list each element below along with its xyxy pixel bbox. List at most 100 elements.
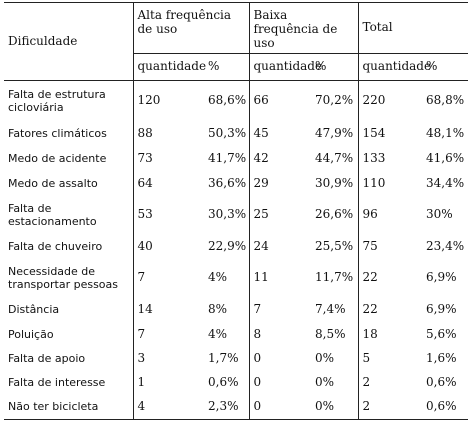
cell-baixa-quantidade: 24	[248, 234, 311, 259]
header-sub-baixa-quantidade: quantidade	[248, 53, 322, 81]
cell-alta-percent: 2,3%	[204, 395, 249, 420]
cell-baixa-quantidade: 0	[248, 371, 311, 395]
header-dificuldade: Dificuldade	[4, 2, 133, 81]
cell-total-quantidade: 22	[357, 259, 422, 297]
cell-alta-percent: 36,6%	[208, 175, 247, 190]
cell-alta-quantidade: 3	[132, 347, 204, 371]
cell-baixa-quantidade: 0	[248, 395, 311, 420]
table-row: Falta de apoio 3 1,7% 0 0% 5 1,6%	[4, 347, 468, 371]
cell-baixa-percent: 70,2%	[315, 93, 354, 108]
table-row: Falta de chuveiro 40 22,9% 24 25,5% 75 2…	[4, 234, 468, 259]
cell-total-percent: 0,6%	[426, 375, 457, 390]
cell-total-percent: 1,6%	[426, 351, 457, 366]
cell-alta-percent: 0,6%	[208, 375, 239, 390]
cell-alta-quantidade: 14	[132, 297, 204, 322]
cell-total-percent: 0,6%	[422, 395, 468, 420]
table-row: Falta de interesse 1 0,6% 0 0% 2 0,6%	[4, 371, 468, 395]
cell-baixa-percent: 30,9%	[315, 175, 354, 190]
cell-baixa-percent: 0%	[315, 375, 335, 390]
cell-total-quantidade: 22	[357, 297, 422, 322]
cell-baixa-percent: 44,7%	[315, 150, 354, 165]
cell-total-quantidade: 5	[357, 347, 422, 371]
cell-baixa-quantidade: 45	[248, 121, 311, 146]
cell-total-quantidade: 154	[357, 121, 422, 146]
table-row: Fatores climáticos 88 50,3% 45 47,9% 154…	[4, 121, 468, 146]
cell-total-quantidade: 2	[357, 371, 422, 395]
cell-alta-percent: 4%	[208, 270, 228, 285]
row-label: Falta de estrutura cicloviária	[8, 87, 106, 114]
difficulty-table: Dificuldade Alta frequência de uso Baixa…	[4, 2, 468, 420]
cell-baixa-quantidade: 66	[248, 80, 311, 121]
cell-alta-quantidade: 53	[132, 196, 204, 234]
header-group-alta: Alta frequência de uso	[132, 2, 249, 54]
header-group-total: Total	[357, 2, 468, 54]
cell-total-quantidade: 18	[357, 322, 422, 347]
table-frame: Dificuldade Alta frequência de uso Baixa…	[4, 2, 468, 434]
cell-alta-percent: 4%	[208, 326, 228, 341]
table-row: Poluição 7 4% 8 8,5% 18 5,6%	[4, 322, 468, 347]
header-sub-alta-percent: %	[204, 53, 249, 81]
cell-total-percent: 23,4%	[426, 238, 465, 253]
row-label: Fatores climáticos	[8, 126, 107, 140]
cell-total-quantidade: 133	[357, 146, 422, 171]
row-label: Distância	[8, 302, 60, 316]
cell-alta-percent: 22,9%	[208, 238, 247, 253]
cell-baixa-quantidade: 42	[248, 146, 311, 171]
cell-alta-quantidade: 120	[132, 80, 204, 121]
header-sub-alta-quantidade: quantidade	[132, 53, 206, 81]
cell-alta-percent: 68,6%	[208, 93, 247, 108]
row-label: Medo de assalto	[8, 176, 98, 190]
cell-baixa-percent: 0%	[315, 351, 335, 366]
cell-total-percent: 48,1%	[426, 125, 465, 140]
cell-baixa-percent: 47,9%	[315, 125, 354, 140]
cell-total-percent: 6,9%	[426, 301, 457, 316]
cell-total-percent: 41,6%	[426, 150, 465, 165]
cell-alta-percent: 8%	[208, 301, 228, 316]
cell-total-quantidade: 220	[357, 80, 422, 121]
cell-total-percent: 6,9%	[426, 270, 457, 285]
cell-alta-percent: 50,3%	[208, 125, 247, 140]
row-label: Necessidade de transportar pessoas	[8, 264, 118, 291]
table-row: Não ter bicicleta 4 2,3% 0 0% 2 0,6%	[4, 395, 468, 420]
row-label: Falta de interesse	[8, 376, 106, 390]
cell-alta-quantidade: 7	[132, 259, 204, 297]
cell-alta-quantidade: 40	[132, 234, 204, 259]
cell-alta-quantidade: 1	[132, 371, 204, 395]
cell-baixa-percent: 25,5%	[315, 238, 354, 253]
header-group-baixa: Baixa frequência de uso	[248, 2, 358, 54]
header-sub-total-quantidade: quantidade	[357, 53, 431, 81]
table-row: Falta de estrutura cicloviária 120 68,6%…	[4, 80, 468, 121]
cell-total-quantidade: 2	[357, 395, 422, 420]
row-label: Falta de chuveiro	[8, 239, 103, 253]
cell-baixa-quantidade: 11	[248, 259, 311, 297]
cell-alta-percent: 1,7%	[208, 351, 239, 366]
cell-total-percent: 5,6%	[426, 326, 457, 341]
cell-total-percent: 34,4%	[426, 175, 465, 190]
cell-total-quantidade: 96	[357, 196, 422, 234]
table-row: Falta de estacionamento 53 30,3% 25 26,6…	[4, 196, 468, 234]
table-row: Necessidade de transportar pessoas 7 4% …	[4, 259, 468, 297]
cell-alta-quantidade: 7	[132, 322, 204, 347]
header-group-row: Dificuldade Alta frequência de uso Baixa…	[4, 2, 468, 81]
cell-baixa-percent: 0%	[311, 395, 358, 420]
header-sub-row: quantidade % quantidade % quantidade %	[4, 53, 468, 81]
cell-alta-quantidade: 4	[132, 395, 204, 420]
header-sub-total-percent: %	[422, 53, 468, 81]
table-row: Distância 14 8% 7 7,4% 22 6,9%	[4, 297, 468, 322]
cell-alta-quantidade: 88	[132, 121, 204, 146]
cell-baixa-percent: 7,4%	[315, 301, 346, 316]
header-sub-baixa-percent: %	[311, 53, 358, 81]
row-label: Medo de acidente	[8, 151, 107, 165]
cell-alta-percent: 30,3%	[208, 207, 247, 222]
cell-baixa-percent: 26,6%	[315, 207, 354, 222]
cell-baixa-quantidade: 8	[248, 322, 311, 347]
cell-baixa-quantidade: 25	[248, 196, 311, 234]
cell-total-quantidade: 75	[357, 234, 422, 259]
row-label: Falta de apoio	[8, 352, 86, 366]
row-label: Falta de estacionamento	[8, 201, 97, 228]
cell-total-percent: 68,8%	[426, 93, 465, 108]
cell-total-percent: 30%	[426, 207, 453, 222]
cell-alta-quantidade: 64	[132, 171, 204, 196]
cell-baixa-percent: 11,7%	[315, 270, 354, 285]
row-label: Poluição	[8, 327, 54, 341]
